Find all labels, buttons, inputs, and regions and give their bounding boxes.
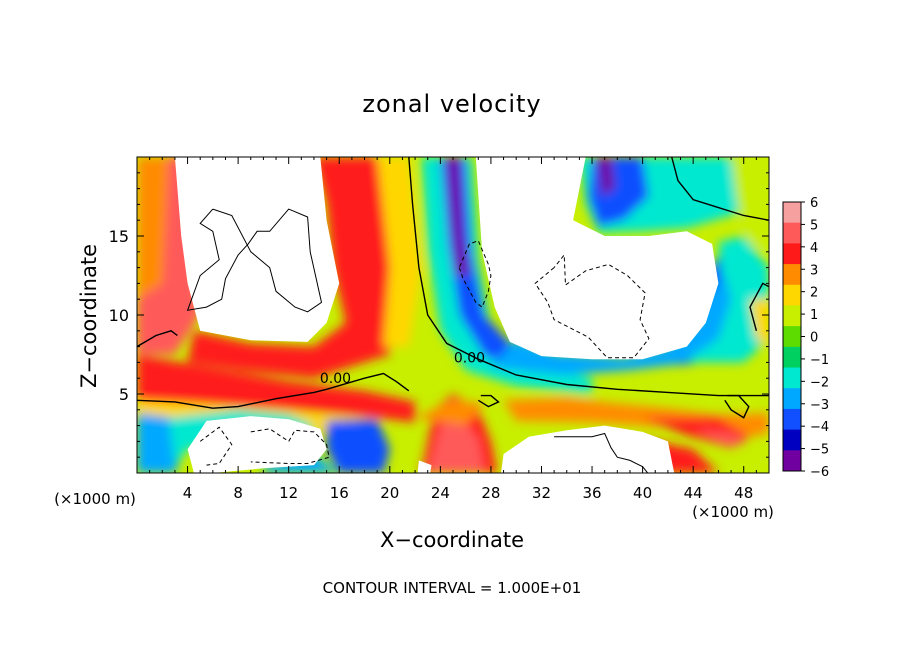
- field-band: [427, 416, 485, 473]
- x-tick-label: 32: [532, 484, 551, 502]
- x-tick-label: 24: [431, 484, 450, 502]
- field-band: [440, 157, 555, 372]
- field-band: [693, 428, 744, 445]
- colorbar-label: −1: [810, 353, 829, 368]
- contour-line: [137, 372, 410, 409]
- x-tick-label: 28: [481, 484, 500, 502]
- field-out-of-range: [475, 157, 719, 360]
- x-axis: 4 8 12 16 20 24 28 32 36 40 44 48: [149, 157, 757, 502]
- contour-label: 0.00: [320, 371, 351, 387]
- colorbar-swatch: [783, 284, 801, 306]
- x-unit-label-right: (×1000 m): [692, 503, 774, 521]
- contour-line: [186, 208, 323, 313]
- x-tick-label: 20: [380, 484, 399, 502]
- contour-label: 0.00: [454, 350, 485, 366]
- contour-line: [458, 240, 492, 308]
- colorbar-swatch: [783, 222, 801, 244]
- field-band: [446, 157, 470, 276]
- colorbar-label: 3: [810, 263, 818, 278]
- colorbar-label: −6: [810, 465, 829, 480]
- colorbar-swatch: [783, 326, 801, 348]
- colorbar-swatch: [783, 243, 801, 265]
- contour-line: [554, 432, 649, 473]
- contour-lines: 0.00 0.00: [137, 157, 769, 473]
- field-out-of-range: [417, 460, 432, 473]
- colorbar-swatch: [783, 388, 801, 410]
- x-axis-label: X−coordinate: [380, 528, 524, 552]
- field-band: [326, 419, 390, 473]
- colorbar-swatch: [783, 264, 801, 286]
- contour-line: [671, 157, 769, 221]
- colorbar-label: 1: [810, 308, 818, 323]
- colorbar-swatch: [783, 367, 801, 389]
- y-axis: 5 10 15: [109, 172, 769, 458]
- field-band: [187, 157, 403, 379]
- field-band: [415, 400, 485, 426]
- contour-line: [250, 428, 330, 464]
- colorbar-label: 4: [810, 241, 818, 256]
- colorbar-swatch: [783, 429, 801, 451]
- colorbar-swatch: [783, 202, 801, 224]
- contour-line: [477, 394, 500, 408]
- colorbar-label: −5: [810, 443, 829, 458]
- x-tick-label: 40: [633, 484, 652, 502]
- contour-line: [137, 330, 178, 348]
- colorbar: 6 5 4 3 2 1 0 −1 −2 −3 −4 −5 −6: [782, 196, 829, 480]
- colorbar-label: −2: [810, 375, 829, 390]
- field-band: [137, 157, 169, 300]
- x-tick-label: 44: [684, 484, 703, 502]
- colorbar-label: −4: [810, 420, 829, 435]
- contour-line: [199, 426, 233, 466]
- chart-title: zonal velocity: [362, 90, 541, 118]
- contour-line: [749, 282, 769, 331]
- colorbar-label: 0: [810, 331, 818, 346]
- contour-line: [408, 157, 769, 397]
- x-tick-label: 16: [330, 484, 349, 502]
- field-band: [377, 157, 422, 347]
- colorbar-label: 2: [810, 286, 818, 301]
- colorbar-label: 6: [810, 196, 818, 211]
- y-tick-label: 15: [109, 227, 129, 246]
- colorbar-label: −3: [810, 398, 829, 413]
- colorbar-swatch: [783, 450, 801, 472]
- velocity-field: [137, 157, 769, 473]
- colorbar-swatch: [783, 408, 801, 431]
- x-tick-label: 36: [582, 484, 601, 502]
- y-axis-label: Z−coordinate: [77, 244, 101, 388]
- field-bands: [137, 157, 769, 473]
- x-tick-label: 8: [233, 484, 243, 502]
- field-band: [750, 299, 769, 347]
- field-band: [731, 157, 769, 252]
- x-tick-label: 12: [279, 484, 298, 502]
- colorbar-swatch: [783, 346, 801, 369]
- field-out-of-range: [187, 416, 327, 473]
- contour-line: [724, 394, 750, 419]
- contour-line: [534, 253, 650, 359]
- y-tick-label: 5: [119, 385, 129, 404]
- x-tick-label: 4: [183, 484, 193, 502]
- colorbar-label: 5: [810, 218, 818, 233]
- contour-interval-footer: CONTOUR INTERVAL = 1.000E+01: [323, 579, 582, 597]
- colorbar-swatch: [783, 305, 801, 327]
- field-out-of-range: [174, 157, 340, 342]
- y-tick-label: 10: [109, 306, 129, 325]
- x-tick-label: 48: [734, 484, 753, 502]
- field-band: [137, 354, 416, 423]
- field-band: [597, 157, 615, 197]
- x-unit-label-left: (×1000 m): [54, 490, 136, 508]
